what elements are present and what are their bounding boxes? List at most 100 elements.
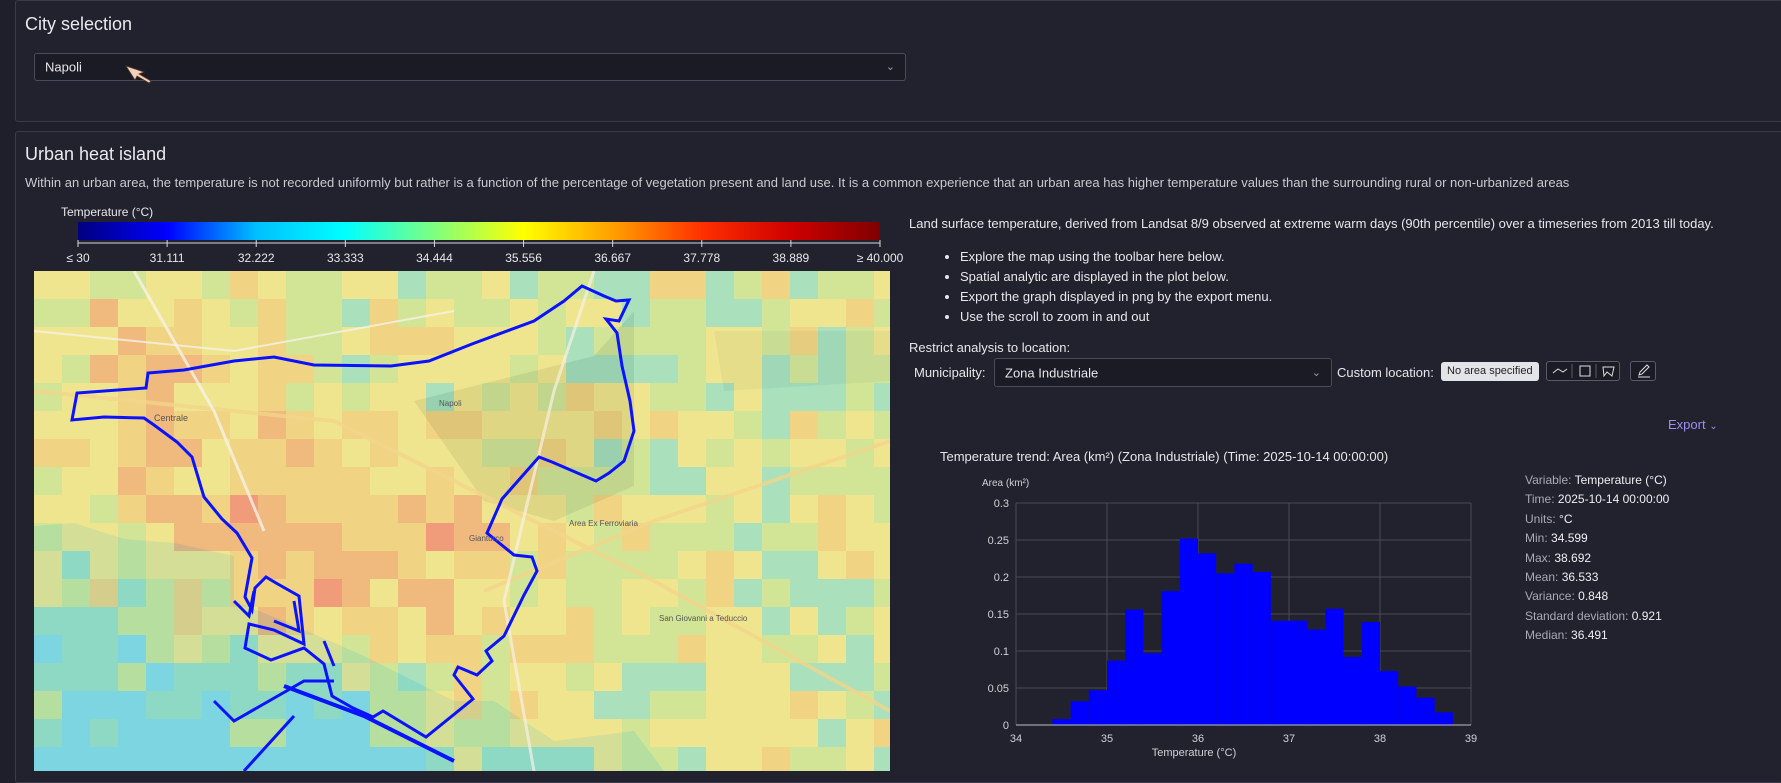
legend-title: Temperature (°C) [61,205,154,219]
heat-map[interactable]: Napoli Centrale Area Ex Ferroviaria Gian… [34,271,890,771]
municipality-select[interactable]: Zona Industriale ⌄ [994,358,1332,387]
histogram-bar[interactable] [1434,712,1453,725]
temperature-color-legend: ≤ 30 31.111 32.222 33.333 34.444 35.556 36.667… [66,222,904,265]
mouse-pointer-icon [125,65,152,84]
histogram-bar[interactable] [1052,719,1071,725]
histogram-bar[interactable] [1398,686,1417,725]
stat-value: 0.921 [1631,608,1662,623]
histogram-bar[interactable] [1216,573,1235,725]
municipality-select-value: Zona Industriale [1005,365,1099,380]
histogram-bar[interactable] [1234,563,1253,725]
draw-polyline-icon[interactable] [1552,368,1568,374]
histogram-bar[interactable] [1307,629,1326,725]
stat-row: Mean: 36.533 [1525,568,1669,587]
stat-key: Variable: [1525,473,1575,487]
city-select[interactable]: Napoli ⌄ [34,53,906,81]
stat-row: Units: °C [1525,510,1669,529]
stat-key: Max: [1525,550,1555,565]
draw-rectangle-icon[interactable] [1579,365,1591,377]
municipality-label: Municipality: [914,365,986,380]
x-tick-label: 34 [1010,733,1022,745]
y-tick-label: 0.25 [988,535,1009,547]
stat-row: Variance: 0.848 [1525,587,1669,606]
legend-tick-label: 34.444 [416,251,453,265]
histogram-bar[interactable] [1325,608,1344,725]
city-selection-panel: City selection Napoli ⌄ [15,0,1781,122]
stat-key: Standard deviation: [1525,608,1632,623]
x-tick-label: 39 [1465,733,1477,745]
histogram-bar[interactable] [1161,591,1180,725]
stat-key: Variance: [1525,589,1579,604]
stat-value: 34.599 [1551,531,1588,546]
stat-row: Variable: Temperature (°C) [1525,471,1669,490]
histogram-bar[interactable] [1179,538,1198,725]
chevron-down-icon: ⌄ [1709,421,1718,432]
histogram-bar[interactable] [1361,622,1380,725]
x-tick-label: 37 [1283,733,1295,745]
histogram-bar[interactable] [1198,553,1217,725]
instructions-list: Explore the map using the toolbar here b… [942,247,1272,327]
urban-heat-island-title: Urban heat island [25,144,167,164]
histogram-bar[interactable] [1088,690,1107,725]
map-place-label: Centrale [154,413,188,423]
no-area-badge: No area specified [1441,362,1539,381]
stat-key: Median: [1525,628,1572,643]
histogram-bar[interactable] [1343,656,1362,725]
statistics-list: Variable: Temperature (°C) Time: 2025-10-… [1525,471,1669,646]
stat-value: 36.491 [1571,628,1608,643]
y-tick-label: 0.05 [988,683,1009,695]
histogram-bar[interactable] [1070,701,1089,725]
map-place-label: San Giovanni a Teduccio [659,614,748,623]
stat-key: Units: [1525,511,1560,526]
histogram-bar[interactable] [1270,620,1289,725]
y-tick-label: 0.2 [994,572,1009,584]
temperature-histogram: Temperature trend: Area (km²) (Zona Indu… [940,449,1477,759]
stat-value: 38.692 [1554,550,1592,565]
instruction-item: Use the scroll to zoom in and out [960,307,1272,327]
custom-location-label: Custom location: [1337,365,1434,380]
stat-row: Standard deviation: 0.921 [1525,607,1669,626]
restrict-analysis-label: Restrict analysis to location: [909,340,1071,355]
legend-tick-label: 36.667 [594,251,631,265]
edit-area-button[interactable] [1630,361,1656,381]
export-menu[interactable]: Export ⌄ [1668,417,1718,432]
histogram-bar[interactable] [1143,653,1162,725]
histogram-bar[interactable] [1252,571,1271,725]
histogram-bar[interactable] [1125,609,1144,725]
histogram-bar[interactable] [1380,670,1399,725]
stat-key: Mean: [1525,569,1562,584]
y-tick-label: 0.1 [994,646,1009,658]
y-tick-label: 0.3 [994,498,1009,510]
y-tick-label: 0.15 [988,609,1009,621]
draw-tools-group [1546,361,1620,381]
stat-key: Min: [1525,531,1552,546]
lst-info-text: Land surface temperature, derived from L… [909,216,1714,231]
stat-row: Max: 38.692 [1525,549,1669,568]
stat-value: 0.848 [1578,589,1609,604]
legend-tick-label: 38.889 [773,251,810,265]
stat-row: Time: 2025-10-14 00:00:00 [1525,490,1669,509]
legend-tick-label: 31.111 [150,251,185,265]
legend-tick-label: 35.556 [505,251,542,265]
chevron-down-icon: ⌄ [885,60,895,73]
stat-row: Min: 34.599 [1525,529,1669,548]
legend-tick-label: 32.222 [238,251,275,265]
histogram-bar[interactable] [1107,660,1126,725]
stat-row: Median: 36.491 [1525,626,1669,645]
histogram-bar[interactable] [1416,697,1435,725]
map-place-label: Area Ex Ferroviaria [569,519,638,528]
chart-title: Temperature trend: Area (km²) (Zona Indu… [940,449,1388,464]
legend-tick-label: 33.333 [327,251,364,265]
y-axis-title: Area (km²) [982,478,1029,489]
map-place-label: Napoli [439,399,462,408]
stat-value: 36.533 [1561,569,1599,584]
draw-polygon-icon[interactable] [1602,366,1615,378]
histogram-bar[interactable] [1289,620,1308,725]
city-selection-title: City selection [25,14,133,34]
export-label: Export [1668,417,1706,432]
stat-value: Temperature (°C) [1574,473,1667,487]
pencil-icon [1638,364,1650,378]
legend-tick-label: ≤ 30 [66,251,90,265]
map-place-label: Gianturco [469,534,504,543]
stat-value: 2025-10-14 00:00:00 [1557,492,1670,507]
